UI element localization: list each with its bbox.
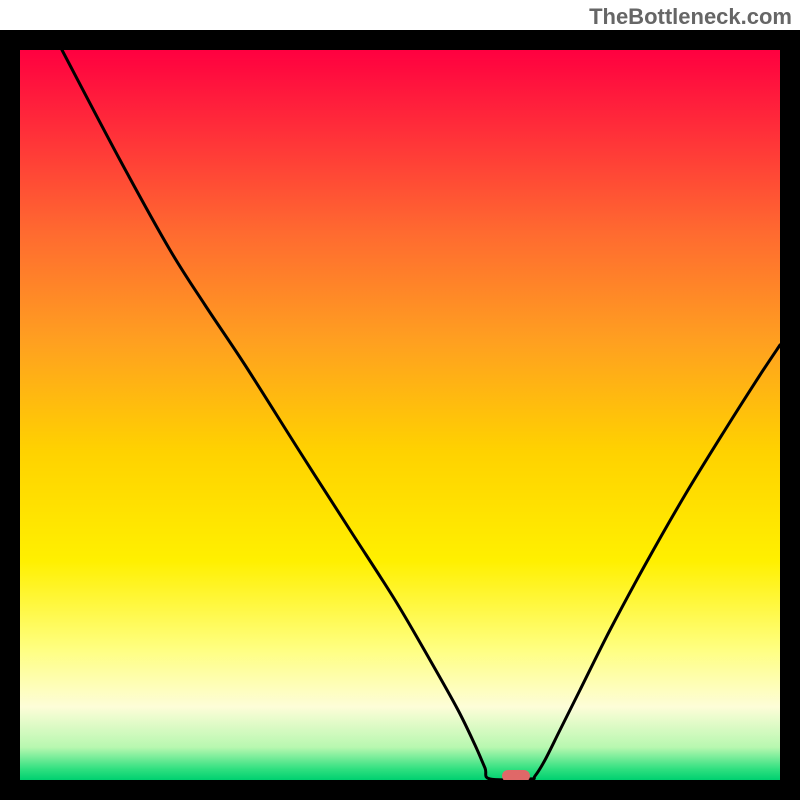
gradient-background — [20, 50, 780, 780]
bottleneck-chart: TheBottleneck.com — [0, 0, 800, 800]
chart-svg — [0, 0, 800, 800]
